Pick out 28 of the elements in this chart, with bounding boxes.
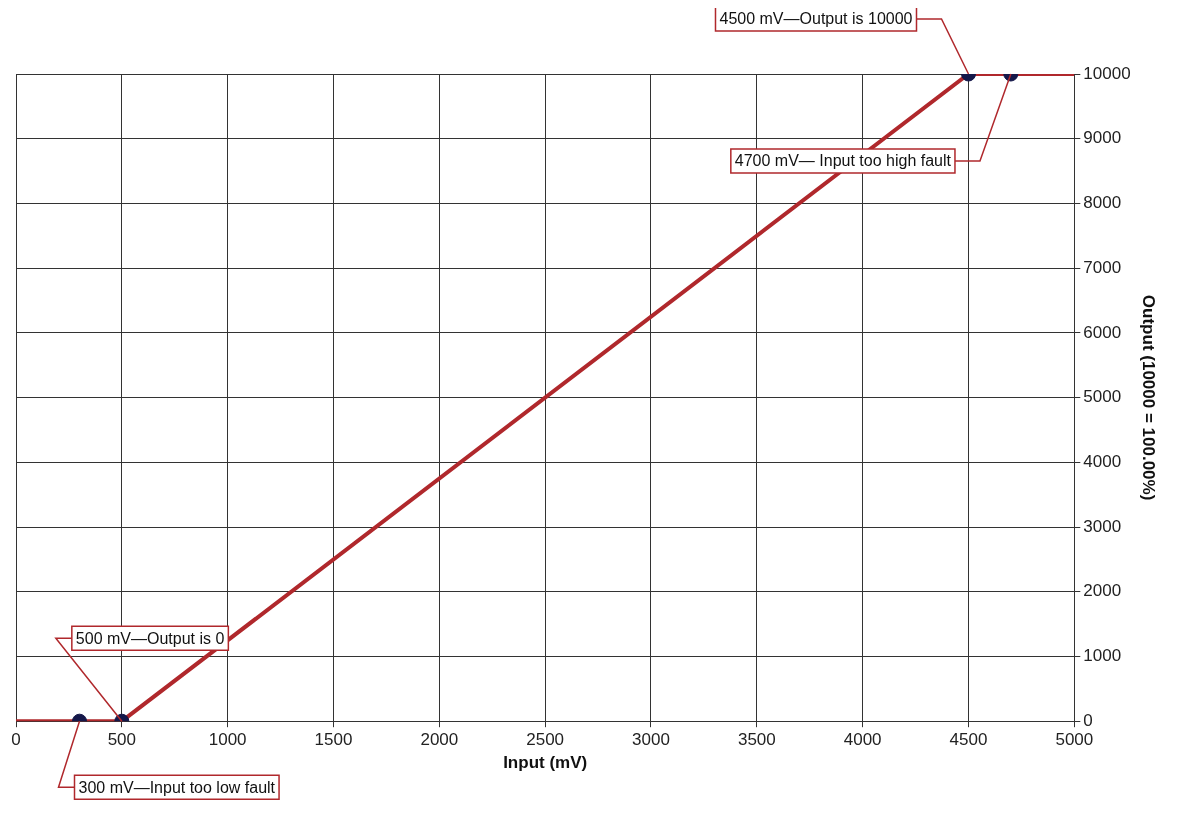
y-tick-label: 7000	[1083, 257, 1122, 277]
annotation: 4500 mV—Output is 10000	[719, 10, 913, 28]
y-tick-label: 0	[1083, 710, 1093, 730]
annotation: 500 mV—Output is 0	[75, 629, 225, 647]
y-tick-label: 9000	[1083, 128, 1122, 148]
x-tick-label: 0	[11, 730, 21, 750]
x-tick-label: 1000	[208, 730, 247, 750]
y-tick-label: 3000	[1083, 516, 1122, 536]
y-tick-label: 10000	[1083, 63, 1131, 83]
x-tick-label: 500	[107, 730, 137, 750]
x-tick-label: 1500	[314, 730, 353, 750]
y-tick-label: 8000	[1083, 193, 1122, 213]
y-tick-label: 6000	[1083, 322, 1122, 342]
x-axis-title: Input (mV)	[503, 753, 588, 773]
y-tick-label: 5000	[1083, 387, 1122, 407]
x-tick-label: 4500	[949, 730, 988, 750]
y-tick-label: 1000	[1083, 646, 1122, 666]
annotation: 300 mV—Input too low fault	[78, 778, 276, 796]
y-tick-label: 2000	[1083, 581, 1122, 601]
x-tick-label: 5000	[1055, 730, 1094, 750]
annotation: 4700 mV— Input too high fault	[734, 152, 952, 170]
y-tick-label: 4000	[1083, 452, 1122, 472]
x-tick-label: 2000	[420, 730, 459, 750]
x-tick-label: 4000	[843, 730, 882, 750]
x-tick-label: 2500	[526, 730, 565, 750]
x-tick-label: 3500	[737, 730, 776, 750]
y-axis-title: Output (10000 = 100.00%)	[1139, 294, 1159, 501]
x-tick-label: 3000	[632, 730, 670, 750]
